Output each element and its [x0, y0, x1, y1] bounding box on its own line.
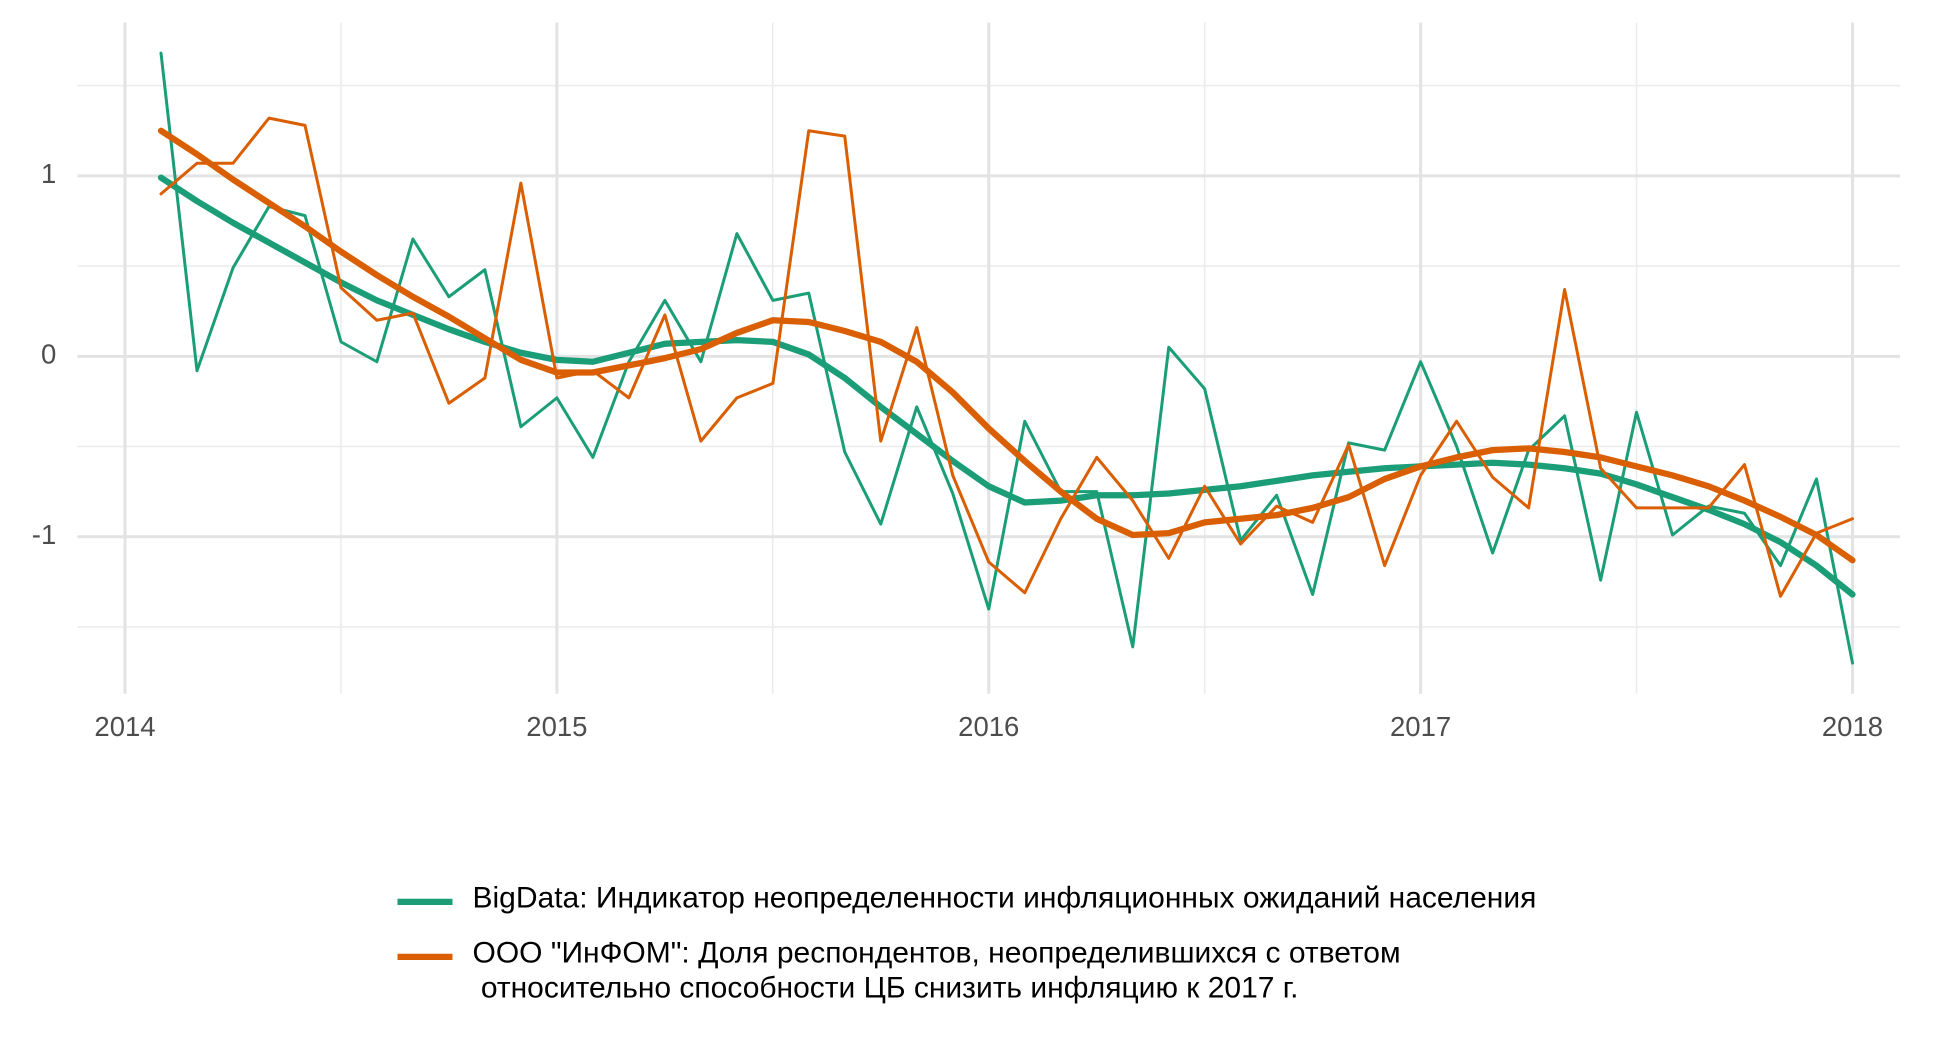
x-tick-label: 2018 — [1822, 711, 1883, 742]
legend-label: ООО "ИнФОМ": Доля респондентов, неопреде… — [472, 936, 1401, 1005]
x-tick-label: 2015 — [526, 711, 587, 742]
smooth-line — [157, 174, 1856, 598]
x-tick-label: 2016 — [958, 711, 1019, 742]
y-tick-label: 1 — [41, 158, 56, 189]
legend-entry: BigData: Индикатор неопределенности инфл… — [397, 881, 1537, 916]
legend-entry: ООО "ИнФОМ": Доля респондентов, неопреде… — [397, 936, 1537, 1006]
data-line — [159, 116, 1854, 598]
legend-key — [397, 953, 453, 960]
legend-label: BigData: Индикатор неопределенности инфл… — [472, 881, 1537, 915]
legend-key — [397, 898, 453, 905]
y-tick-label: 0 — [41, 339, 56, 370]
y-tick-label: -1 — [32, 519, 56, 550]
smooth-line — [157, 127, 1856, 564]
x-tick-label: 2014 — [94, 711, 155, 742]
legend: BigData: Индикатор неопределенности инфл… — [397, 881, 1537, 1026]
data-line — [159, 51, 1854, 665]
x-tick-label: 2017 — [1390, 711, 1451, 742]
chart: -1 0 1 2014 2015 2016 2017 2018 — [32, 22, 1900, 742]
